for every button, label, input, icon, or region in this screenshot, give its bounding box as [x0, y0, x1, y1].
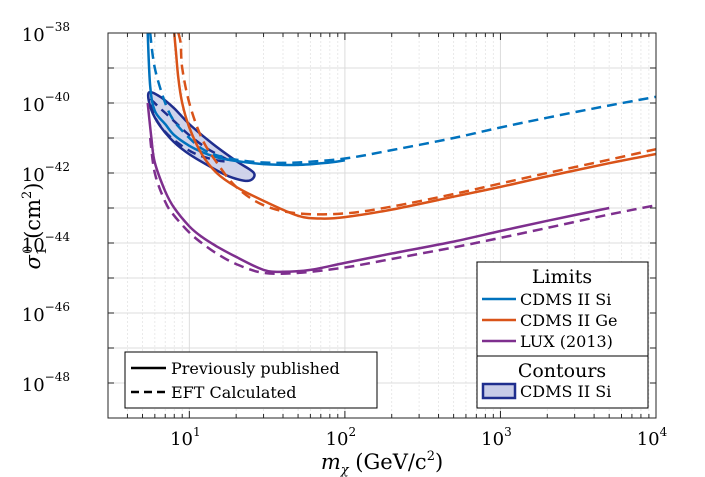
y-tick-label: 10−40	[22, 90, 70, 116]
svg-text:σ10 (cm2): σ10 (cm2)	[20, 183, 50, 270]
legend-label-previously-published: Previously published	[171, 359, 340, 378]
x-tick-label: 103	[481, 425, 512, 450]
y-tick-label: 10−46	[22, 300, 70, 326]
legend-contours: Contours CDMS II Si	[476, 355, 649, 409]
legend-label-cdms-ge: CDMS II Ge	[520, 311, 617, 330]
y-tick-label: 10−38	[22, 20, 70, 46]
y-tick-label: 10−44	[22, 230, 71, 256]
legend-label-contour: CDMS II Si	[520, 382, 611, 401]
plot-frame	[107, 32, 657, 419]
ticks	[107, 32, 657, 419]
svg-text:mχ (GeV/c2): mχ (GeV/c2)	[321, 449, 443, 477]
series-line-cdms-ii-si-dashed	[148, 33, 656, 165]
series-line-cdms-ii-ge-dashed	[177, 33, 656, 216]
x-tick-label: 101	[170, 425, 201, 450]
contour-dashed	[148, 98, 231, 163]
series-line-lux-2013-solid	[146, 102, 610, 274]
series-line-cdms-ii-ge-solid	[173, 33, 656, 220]
legend-label-eft-calculated: EFT Calculated	[171, 383, 297, 402]
legend-label-lux: LUX (2013)	[520, 332, 613, 351]
legend-limits-title: Limits	[532, 266, 592, 288]
legend-contours-title: Contours	[518, 360, 606, 382]
x-axis-label: mχ (GeV/c2)	[321, 449, 443, 477]
tick-labels: 101 102 103 104 10−38 10−40 10−42 10−44 10−46 10−…	[22, 20, 668, 450]
legend-swatch-contour	[481, 382, 517, 400]
y-tick-label: 10−48	[22, 370, 70, 396]
legend-label-cdms-si: CDMS II Si	[520, 290, 611, 309]
y-tick-label: 10−42	[22, 160, 70, 186]
legend-limits: Limits CDMS II Si CDMS II Ge LUX (2013)	[476, 261, 649, 357]
series	[146, 33, 656, 276]
x-tick-label: 104	[637, 425, 668, 450]
x-tick-label: 102	[326, 425, 357, 450]
y-axis-label: σ10 (cm2)	[20, 183, 50, 270]
legend-style: Previously published EFT Calculated	[124, 351, 378, 409]
